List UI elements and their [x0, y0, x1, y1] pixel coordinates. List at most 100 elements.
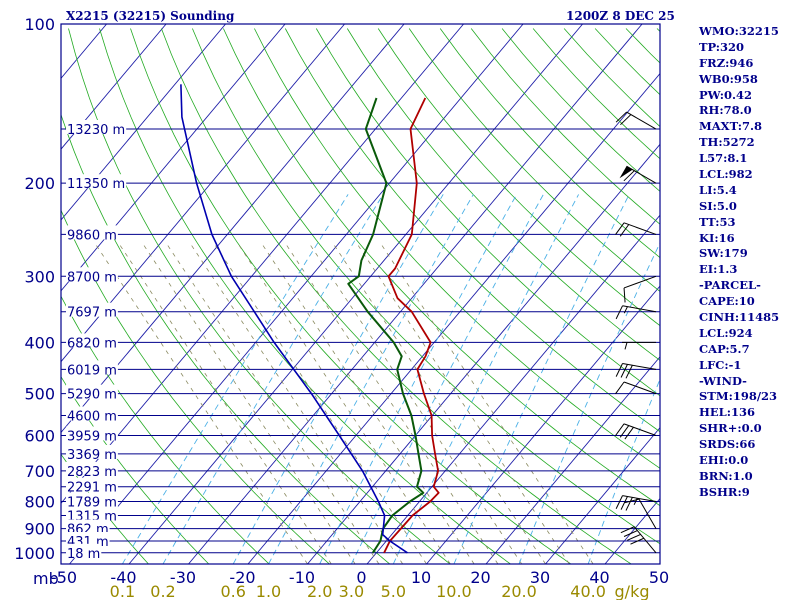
temperature-tick-label: -10 [289, 568, 315, 587]
dry-adiabat-line [254, 28, 660, 469]
height-label-bg [66, 477, 118, 492]
height-label-bg [66, 384, 118, 399]
mixing-ratio-tick-label: 2.0 [307, 582, 332, 600]
sounding-index-item: CAP:5.7 [699, 341, 750, 356]
sounding-index-item: CAPE:10 [699, 294, 755, 309]
sounding-index-item: SW:179 [699, 246, 748, 261]
height-label-bg [66, 360, 118, 375]
wind-barb [615, 495, 657, 511]
wind-barb [623, 275, 657, 303]
sounding-index-item: LI:5.4 [699, 182, 737, 197]
sounding-index-item: LCL:982 [699, 167, 753, 182]
moist-adiabat-line [355, 241, 570, 564]
isotherm-line [247, 72, 660, 564]
isotherm-line [426, 285, 660, 564]
temperature-tick-label: 20 [470, 568, 490, 587]
moist-adiabat-line [331, 241, 546, 564]
moist-adiabat-line [164, 241, 380, 564]
sounding-index-item: WB0:958 [699, 71, 758, 86]
isotherm-line [0, 24, 47, 564]
mixing-ratio-tick-label: 0.1 [110, 582, 135, 600]
sounding-index-item: -PARCEL- [699, 278, 761, 293]
background-grid [0, 24, 660, 564]
dry-adiabat-line [61, 376, 210, 564]
wind-barb [615, 381, 657, 395]
sounding-index-item: LFC:-1 [699, 357, 742, 372]
height-label-bg [66, 267, 118, 282]
pressure-tick-label: 400 [24, 333, 55, 352]
pressure-tick-label: 200 [24, 174, 55, 193]
moist-adiabat-line [260, 241, 475, 564]
chart-time: 1200Z 8 DEC 25 [566, 9, 675, 23]
moist-adiabat-line [141, 241, 356, 564]
wind-barb [615, 222, 657, 237]
pressure-tick-label: 700 [24, 462, 55, 481]
height-label-bg [66, 426, 118, 441]
moist-adiabat-line [379, 241, 594, 564]
dry-adiabat-line [68, 28, 451, 564]
height-label: 3369 m [67, 448, 117, 463]
height-label-bg [66, 492, 118, 507]
height-label: 2291 m [67, 481, 117, 496]
height-label: 8700 m [67, 270, 117, 285]
height-label: 6019 m [67, 363, 117, 378]
mixing-ratio-tick-label: 5.0 [381, 582, 406, 600]
isotherm-line [69, 24, 524, 564]
dry-adiabat-line [61, 113, 391, 564]
mixing-ratio-tick-label: 3.0 [339, 582, 364, 600]
sounding-index-item: TH:5272 [699, 135, 755, 150]
dry-adiabat-line [61, 209, 330, 564]
temperature-tick-label: -40 [110, 568, 136, 587]
sounding-index-item: PW:0.42 [699, 87, 753, 102]
height-label-bg [66, 225, 118, 240]
mixing-ratio-line [350, 194, 544, 564]
wind-barb [622, 341, 656, 350]
temperature-tick-label: 50 [649, 568, 669, 587]
pressure-tick-label: 900 [24, 520, 55, 539]
height-label-bg [66, 174, 127, 189]
pressure-axis: 100 200 300 400 500 600 700 800 900 1000 mb [14, 15, 58, 588]
dry-adiabat-line [284, 28, 660, 433]
temperature-tick-label: 40 [589, 568, 609, 587]
height-label: 7697 m [67, 306, 117, 321]
height-label: 11350 m [67, 177, 125, 192]
dry-adiabat-line [161, 28, 632, 564]
mixing-ratio-axis: 0.1 0.2 0.6 1.0 2.0 3.0 5.0 10.0 20.0 40.0 g/kg [110, 582, 650, 600]
wind-barb [615, 111, 657, 130]
height-label-bg [66, 333, 118, 348]
moist-adiabat-line [307, 241, 523, 564]
plot-frame [60, 23, 661, 565]
dry-adiabat-line [346, 28, 660, 361]
pressure-tick-label: 1000 [14, 544, 55, 563]
sounding-index-item: BRN:1.0 [699, 468, 753, 483]
sounding-index-item: RH:78.0 [699, 103, 752, 118]
temperature-tick-label: -20 [229, 568, 255, 587]
dry-adiabat-line [439, 28, 660, 259]
wind-barb [615, 305, 657, 320]
height-label-bg [66, 461, 118, 476]
sounding-index-item: L57:8.1 [699, 151, 748, 166]
moist-adiabat-line [117, 241, 332, 564]
dry-adiabat-line [223, 28, 660, 507]
sounding-index-item: SHR+:0.0 [699, 421, 762, 436]
sounding-index-item: CINH:11485 [699, 310, 780, 325]
wind-barb [619, 165, 657, 184]
temperature-tick-label: -50 [51, 568, 77, 587]
moist-adiabat-line [212, 241, 427, 564]
mixing-ratio-tick-label: 0.6 [220, 582, 245, 600]
height-label-bg [66, 519, 110, 534]
temperature-axis: -50 -40 -30 -20 -10 0 10 20 30 40 50 [51, 568, 669, 587]
pressure-tick-label: 600 [24, 427, 55, 446]
isotherm-line [545, 426, 660, 564]
height-label-bg [66, 506, 118, 521]
sounding-index-item: SI:5.0 [699, 198, 737, 213]
wind-barb [624, 498, 657, 529]
height-label: 18 m [67, 547, 100, 562]
mixing-ratio-tick-label: 0.2 [150, 582, 175, 600]
mixing-ratio-line [518, 241, 660, 564]
height-label-bg [66, 120, 127, 134]
height-label: 2823 m [67, 465, 117, 480]
height-label-bg [66, 302, 118, 317]
pressure-tick-label: 800 [24, 493, 55, 512]
